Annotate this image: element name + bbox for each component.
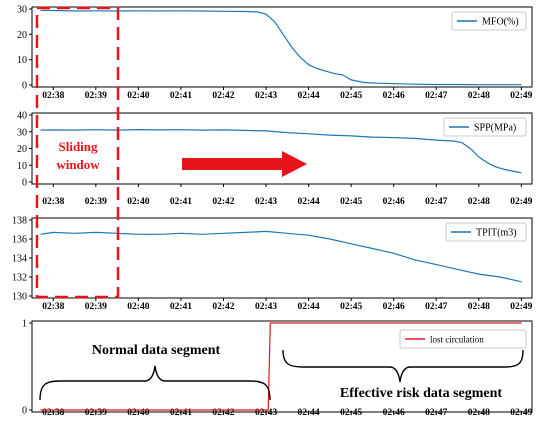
y-tick-label: 10 bbox=[17, 161, 27, 172]
x-tick-label: 02:48 bbox=[468, 408, 490, 418]
x-tick-label: 02:40 bbox=[127, 197, 149, 207]
x-tick-label: 02:45 bbox=[340, 302, 362, 312]
sliding-window-label-line1: Sliding bbox=[58, 139, 98, 154]
x-tick-label: 02:49 bbox=[510, 197, 532, 207]
series-line-lost bbox=[40, 322, 522, 411]
x-tick-label: 02:39 bbox=[85, 91, 107, 101]
x-tick-label: 02:47 bbox=[425, 408, 447, 418]
x-tick-label: 02:38 bbox=[42, 302, 64, 312]
x-tick-label: 02:48 bbox=[468, 302, 490, 312]
x-tick-label: 02:45 bbox=[340, 91, 362, 101]
panel-3: 130 132 134 136 138 02:38 02:39 02:40 02:41 02:42… bbox=[12, 216, 533, 313]
x-tick-label: 02:44 bbox=[298, 197, 320, 207]
panel-frame bbox=[31, 6, 533, 88]
x-tick-label: 02:49 bbox=[510, 91, 532, 101]
series-line-mfo bbox=[40, 9, 522, 86]
series-line-spp bbox=[40, 128, 522, 174]
x-tick-label: 02:49 bbox=[510, 302, 532, 312]
x-tick-label: 02:43 bbox=[255, 197, 277, 207]
x-tick-label: 02:41 bbox=[170, 408, 192, 418]
y-tick-label: 0 bbox=[22, 406, 27, 417]
y-tick-label: 30 bbox=[17, 127, 27, 138]
legend-label: MFO(%) bbox=[482, 17, 519, 28]
normal-segment-brace bbox=[39, 365, 271, 401]
x-tick-label: 02:39 bbox=[85, 197, 107, 207]
y-tick-label: 132 bbox=[12, 273, 27, 284]
y-tick-label: 30 bbox=[17, 5, 27, 16]
x-tick-label: 02:46 bbox=[383, 408, 405, 418]
x-tick-label: 02:48 bbox=[468, 91, 490, 101]
y-tick-label: 20 bbox=[17, 30, 27, 41]
sliding-window-label-line2: window bbox=[56, 157, 100, 172]
x-tick-label: 02:44 bbox=[298, 91, 320, 101]
panel-2: 0 10 20 30 40 02:38 02:39 02:40 02:41 02:42 02:43 0… bbox=[17, 111, 533, 208]
x-tick-label: 02:43 bbox=[255, 302, 277, 312]
legend-box bbox=[399, 329, 527, 349]
y-tick-label: 130 bbox=[12, 292, 27, 303]
panel-1: 0 10 20 30 02:38 02:39 02:40 02:41 02:42 02:43 02:… bbox=[17, 5, 533, 102]
y-tick-label: 138 bbox=[12, 216, 27, 227]
x-tick-label: 02:43 bbox=[255, 91, 277, 101]
x-tick-label: 02:44 bbox=[298, 408, 320, 418]
series-line-tpit bbox=[40, 230, 522, 283]
x-tick-label: 02:42 bbox=[212, 197, 234, 207]
x-tick-label: 02:46 bbox=[383, 197, 405, 207]
x-tick-label: 02:39 bbox=[85, 302, 107, 312]
sliding-direction-arrow bbox=[182, 151, 307, 177]
risk-segment-label: Effective risk data segment bbox=[340, 386, 502, 401]
risk-segment-brace bbox=[282, 349, 524, 383]
x-tick-label: 02:46 bbox=[383, 91, 405, 101]
panel-4: 0 1 02:38 02:39 02:40 02:41 02:42 02:43 02:44 02:… bbox=[22, 319, 533, 419]
x-tick-label: 02:42 bbox=[212, 408, 234, 418]
legend-label: lost circulation bbox=[430, 335, 484, 345]
legend-box bbox=[445, 222, 527, 242]
y-tick-label: 0 bbox=[22, 81, 27, 92]
y-tick-label: 0 bbox=[22, 178, 27, 189]
legend-label: TPIT(m3) bbox=[476, 228, 517, 239]
y-tick-label: 134 bbox=[12, 254, 27, 265]
sliding-window-box bbox=[35, 6, 120, 299]
x-tick-label: 02:40 bbox=[127, 302, 149, 312]
x-tick-label: 02:47 bbox=[425, 197, 447, 207]
x-tick-label: 02:42 bbox=[212, 302, 234, 312]
x-tick-label: 02:49 bbox=[510, 408, 532, 418]
x-tick-label: 02:41 bbox=[170, 302, 192, 312]
x-tick-label: 02:40 bbox=[127, 408, 149, 418]
x-tick-label: 02:41 bbox=[170, 91, 192, 101]
x-tick-label: 02:39 bbox=[85, 408, 107, 418]
y-tick-label: 10 bbox=[17, 55, 27, 66]
normal-segment-label: Normal data segment bbox=[92, 343, 221, 358]
x-tick-label: 02:38 bbox=[42, 197, 64, 207]
x-tick-label: 02:44 bbox=[298, 302, 320, 312]
legend-box bbox=[451, 11, 527, 31]
panel-frame bbox=[31, 320, 533, 413]
y-tick-label: 20 bbox=[17, 144, 27, 155]
x-tick-label: 02:46 bbox=[383, 302, 405, 312]
y-tick-label: 40 bbox=[17, 111, 27, 122]
x-tick-label: 02:42 bbox=[212, 91, 234, 101]
x-tick-label: 02:45 bbox=[340, 408, 362, 418]
x-tick-label: 02:45 bbox=[340, 197, 362, 207]
y-tick-label: 136 bbox=[12, 235, 27, 246]
x-tick-label: 02:48 bbox=[468, 197, 490, 207]
x-tick-label: 02:40 bbox=[127, 91, 149, 101]
x-tick-label: 02:47 bbox=[425, 302, 447, 312]
x-tick-label: 02:43 bbox=[255, 408, 277, 418]
legend-box bbox=[443, 117, 527, 137]
x-tick-label: 02:38 bbox=[42, 91, 64, 101]
x-tick-label: 02:38 bbox=[42, 408, 64, 418]
x-tick-label: 02:41 bbox=[170, 197, 192, 207]
legend-label: SPP(MPa) bbox=[474, 123, 516, 134]
y-tick-label: 1 bbox=[22, 319, 27, 330]
x-tick-label: 02:47 bbox=[425, 91, 447, 101]
